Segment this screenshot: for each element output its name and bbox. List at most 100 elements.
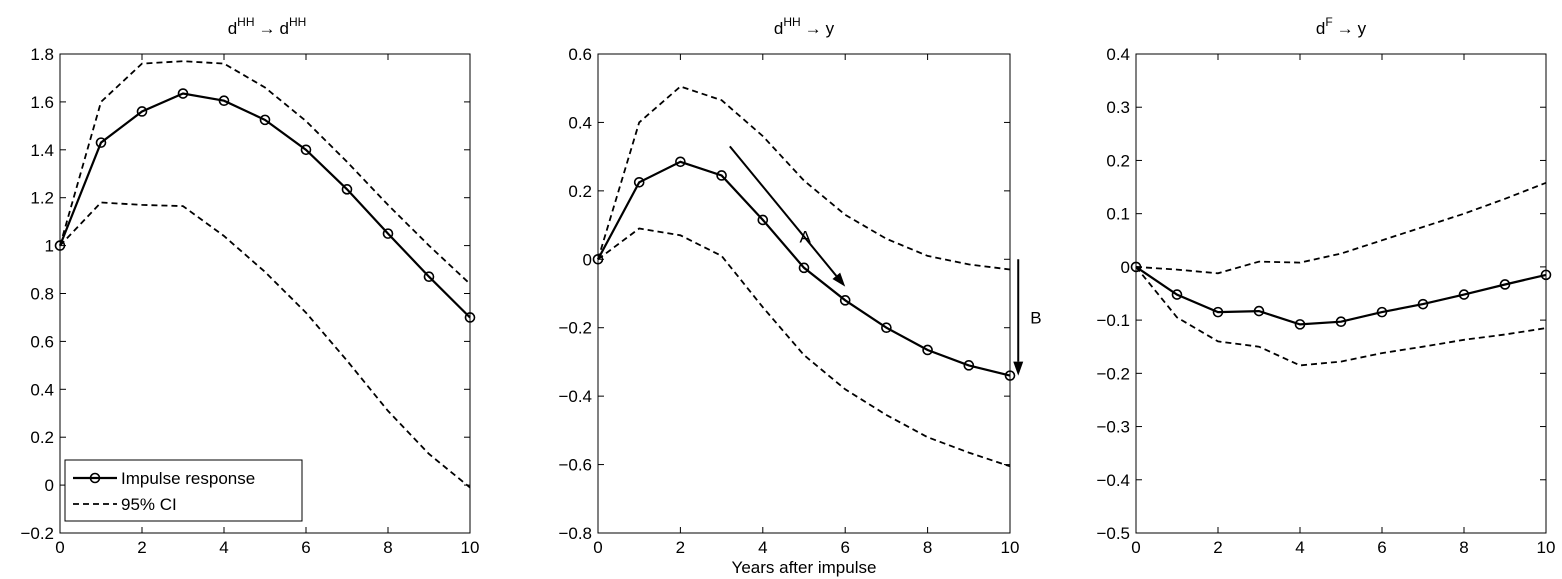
impulse-response-marker	[1294, 319, 1306, 330]
legend-box	[64, 459, 303, 522]
axes-frame	[597, 53, 1011, 534]
y-tick-label: 0	[45, 476, 54, 495]
y-tick-label: 1	[45, 237, 54, 256]
y-tick-label: 0	[1121, 258, 1130, 277]
impulse-response-marker	[881, 322, 892, 334]
x-tick-label: 4	[1295, 538, 1304, 557]
panel-title: dHH → dHH	[228, 15, 307, 38]
x-tick-label: 0	[55, 538, 64, 557]
impulse-response-marker	[1499, 279, 1511, 290]
y-tick-label: −0.4	[558, 387, 592, 406]
impulse-response-marker	[1212, 306, 1224, 318]
x-tick-label: 6	[301, 538, 310, 557]
x-tick-label: 6	[840, 538, 849, 557]
y-tick-label: 0.6	[30, 332, 54, 351]
impulse-response-marker	[341, 184, 353, 195]
y-tick-label: 0.6	[568, 45, 592, 64]
impulse-response-marker	[423, 271, 435, 283]
annotation-label-b: B	[1030, 308, 1041, 327]
arrow-head-a	[832, 272, 846, 287]
x-tick-label: 10	[461, 538, 480, 557]
x-tick-label: 8	[923, 538, 932, 557]
y-tick-label: 0.4	[30, 380, 54, 399]
x-axis-label: Years after impulse	[732, 558, 877, 577]
y-tick-label: −0.8	[558, 524, 592, 543]
impulse-response-marker	[963, 360, 975, 371]
x-tick-label: 8	[1459, 538, 1468, 557]
arrow-a	[729, 145, 838, 277]
legend-label-ci: 95% CI	[121, 495, 177, 514]
impulse-response-marker	[592, 253, 604, 265]
impulse-response-line	[58, 92, 471, 319]
y-tick-label: 0.2	[30, 428, 54, 447]
impulse-response-marker	[839, 295, 851, 306]
impulse-response-line	[597, 160, 1011, 377]
y-tick-label: 0.2	[568, 182, 592, 201]
impulse-response-marker	[798, 262, 810, 274]
x-tick-label: 2	[137, 538, 146, 557]
x-tick-label: 0	[1131, 538, 1140, 557]
panel-dhh-to-dhh: dHH → dHH 0 2 4 6 8 10−0.200.20.40.60.811.21.41…	[20, 15, 479, 557]
y-tick-label: −0.6	[558, 456, 592, 475]
impulse-response-marker	[218, 95, 230, 107]
y-tick-label: 0.1	[1106, 205, 1130, 224]
impulse-response-marker	[1540, 269, 1552, 281]
impulse-response-marker	[300, 144, 312, 156]
ci-upper-line	[1135, 181, 1547, 275]
y-tick-label: 0	[583, 250, 592, 269]
x-tick-label: 4	[219, 538, 228, 557]
arrow-head-b	[1013, 361, 1024, 376]
y-tick-label: −0.5	[1096, 524, 1130, 543]
ci-lower-line	[597, 227, 1011, 468]
y-tick-label: −0.3	[1096, 418, 1130, 437]
impulse-response-marker	[1253, 305, 1265, 317]
axes-frame	[1135, 53, 1547, 534]
panel-title: dF → y	[1316, 15, 1367, 38]
impulse-response-marker	[95, 137, 107, 148]
x-tick-label: 2	[676, 538, 685, 557]
y-tick-label: 0.3	[1106, 98, 1130, 117]
legend-marker-swatch	[89, 472, 101, 484]
x-tick-label: 2	[1213, 538, 1222, 557]
y-tick-label: −0.2	[1096, 364, 1130, 383]
impulse-response-marker	[259, 114, 271, 126]
impulse-response-marker	[1004, 370, 1016, 381]
y-tick-label: 0.4	[568, 113, 592, 132]
x-tick-label: 4	[758, 538, 767, 557]
y-tick-label: −0.2	[20, 524, 54, 543]
impulse-response-marker	[136, 106, 148, 117]
impulse-response-line	[1135, 265, 1547, 326]
impulse-response-marker	[177, 88, 189, 99]
x-tick-label: 8	[383, 538, 392, 557]
impulse-response-marker	[1458, 289, 1470, 300]
y-tick-label: 0.8	[30, 285, 54, 304]
y-tick-label: 0.2	[1106, 151, 1130, 170]
y-tick-label: −0.1	[1096, 311, 1130, 330]
y-tick-label: 1.8	[30, 45, 54, 64]
impulse-response-marker	[757, 214, 769, 226]
y-tick-label: −0.2	[558, 319, 592, 338]
impulse-response-marker	[1171, 289, 1183, 300]
impulse-response-marker	[54, 240, 66, 251]
y-tick-label: 0.4	[1106, 45, 1130, 64]
y-tick-label: 1.6	[30, 93, 54, 112]
impulse-response-marker	[1335, 316, 1347, 328]
impulse-response-marker	[922, 344, 933, 356]
panel-df-to-y: dF → y 0 2 4 6 8 10 −0.5 −0.4 −0.3 −0.2 −0.1 0 0.1 0.2 0…	[1096, 15, 1555, 557]
panel-dhh-to-y: dHH → y Years after impulse 0 2 4 6 8 10 −0.8 −0.…	[558, 15, 1041, 577]
annotation-label-a: A	[800, 228, 812, 247]
panel-title: dHH → y	[774, 15, 835, 38]
x-tick-label: 0	[593, 538, 602, 557]
impulse-response-marker	[1417, 298, 1429, 310]
impulse-response-marker	[464, 312, 476, 323]
legend-label-impulse-response: Impulse response	[121, 469, 255, 488]
y-tick-label: 1.4	[30, 141, 54, 160]
y-tick-label: 1.2	[30, 189, 54, 208]
y-tick-label: −0.4	[1096, 471, 1130, 490]
ci-lower-line	[1135, 266, 1547, 367]
x-tick-label: 10	[1001, 538, 1020, 557]
impulse-response-marker	[382, 228, 394, 239]
ci-upper-line	[59, 60, 471, 285]
impulse-response-marker	[1376, 306, 1388, 318]
